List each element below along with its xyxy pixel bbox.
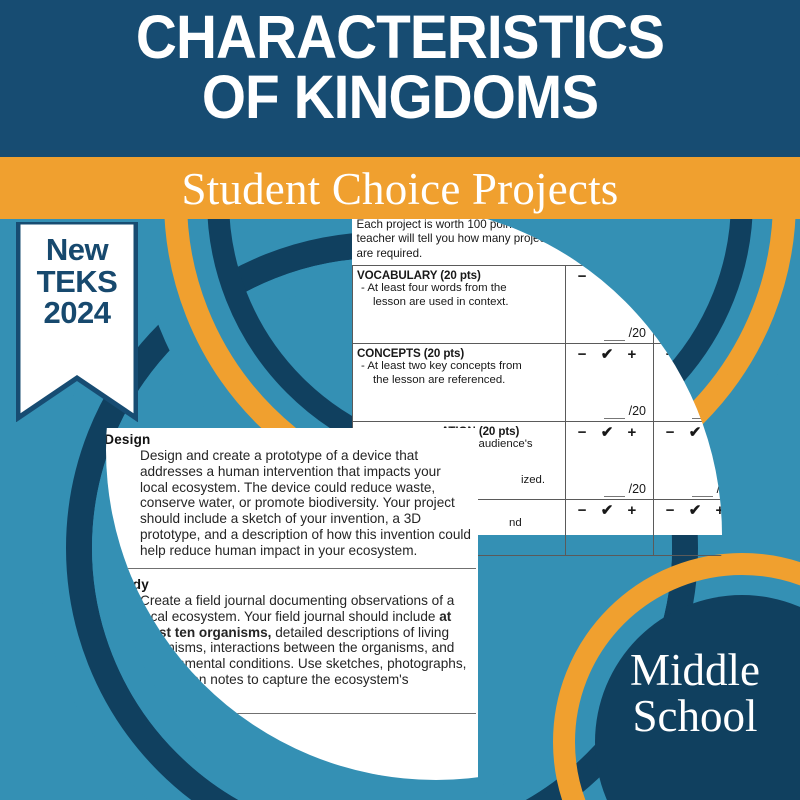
score-cell[interactable]: − ✔ + bbox=[565, 499, 654, 557]
score-blank-field[interactable]: /20 bbox=[603, 404, 646, 420]
project-body-pre: Create a field journal documenting obser… bbox=[140, 592, 455, 624]
criterion-cell-vocabulary: VOCABULARY (20 pts) - At least four word… bbox=[352, 265, 566, 345]
badge-ring-orange bbox=[553, 553, 800, 800]
criterion-desc-line: ized. bbox=[521, 473, 546, 486]
criterion-desc-line: e audience's bbox=[469, 438, 533, 451]
section-divider bbox=[106, 712, 476, 714]
score-cell[interactable]: − ✔ + /20 bbox=[565, 343, 654, 423]
page-subtitle: Student Choice Projects bbox=[181, 164, 619, 214]
criterion-desc-line: the lesson are referenced. bbox=[373, 373, 506, 386]
criterion-title: CONCEPTS (20 pts) bbox=[357, 347, 465, 361]
ribbon-line-1: New bbox=[45, 232, 109, 267]
project-title: ring Design bbox=[74, 432, 151, 447]
criterion-desc: nd bbox=[509, 517, 522, 530]
criterion-title: VOCABULARY (20 pts) bbox=[357, 269, 481, 283]
grade-level-line-2: School bbox=[632, 690, 758, 741]
rating-marks[interactable]: − ✔ + bbox=[665, 502, 730, 520]
project-body: Design and create a prototype of a devic… bbox=[140, 448, 471, 558]
criterion-desc-line: lesson are used in context. bbox=[373, 295, 509, 308]
score-total: /20 bbox=[628, 482, 646, 497]
new-teks-ribbon: New TEKS 2024 bbox=[15, 219, 139, 423]
criterion-cell-concepts: CONCEPTS (20 pts) - At least two key con… bbox=[352, 343, 566, 423]
project-body-emphasis: at least ten organisms, bbox=[140, 608, 452, 640]
page-title-line-2: OF KINGDOMS bbox=[201, 62, 599, 131]
badge-disc-navy bbox=[595, 595, 800, 800]
score-cell[interactable]: − ✔ + bbox=[653, 499, 730, 557]
criterion-desc: - At least two key concepts from the les… bbox=[357, 360, 561, 387]
grade-level-badge: Middle School bbox=[590, 645, 800, 741]
ribbon-text: New TEKS 2024 bbox=[16, 234, 138, 329]
table-row: CONCEPTS (20 pts) - At least two key con… bbox=[352, 343, 722, 423]
score-total: /20 bbox=[628, 404, 646, 419]
score-cell[interactable]: − ✔ + /20 bbox=[565, 421, 654, 501]
rating-marks[interactable]: − ✔ + bbox=[577, 502, 642, 520]
page-title: CHARACTERISTICS OF KINGDOMS bbox=[28, 3, 772, 131]
header-navy-band bbox=[0, 0, 800, 157]
criterion-desc-line: - At least four words from the bbox=[361, 282, 507, 295]
score-blank-field[interactable]: /20 bbox=[603, 482, 646, 498]
grade-level-line-1: Middle bbox=[630, 645, 760, 695]
project-engineering-design: ring Design bbox=[74, 428, 478, 565]
rating-marks[interactable]: − ✔ + bbox=[577, 346, 642, 364]
criterion-desc: - At least four words from the lesson ar… bbox=[357, 282, 561, 309]
page-title-line-1: CHARACTERISTICS bbox=[135, 3, 665, 71]
rating-marks[interactable]: − ✔ + bbox=[577, 424, 642, 442]
criterion-desc: e audience's ized. bbox=[453, 438, 561, 487]
header-orange-band bbox=[0, 157, 800, 219]
score-blank-field[interactable]: /20 bbox=[603, 326, 646, 342]
ribbon-line-3: 2024 bbox=[43, 295, 111, 331]
section-divider bbox=[106, 567, 476, 569]
ribbon-line-2: TEKS bbox=[36, 263, 118, 299]
criterion-desc-line: - At least two key concepts from bbox=[361, 360, 522, 373]
score-total: /20 bbox=[628, 326, 646, 341]
